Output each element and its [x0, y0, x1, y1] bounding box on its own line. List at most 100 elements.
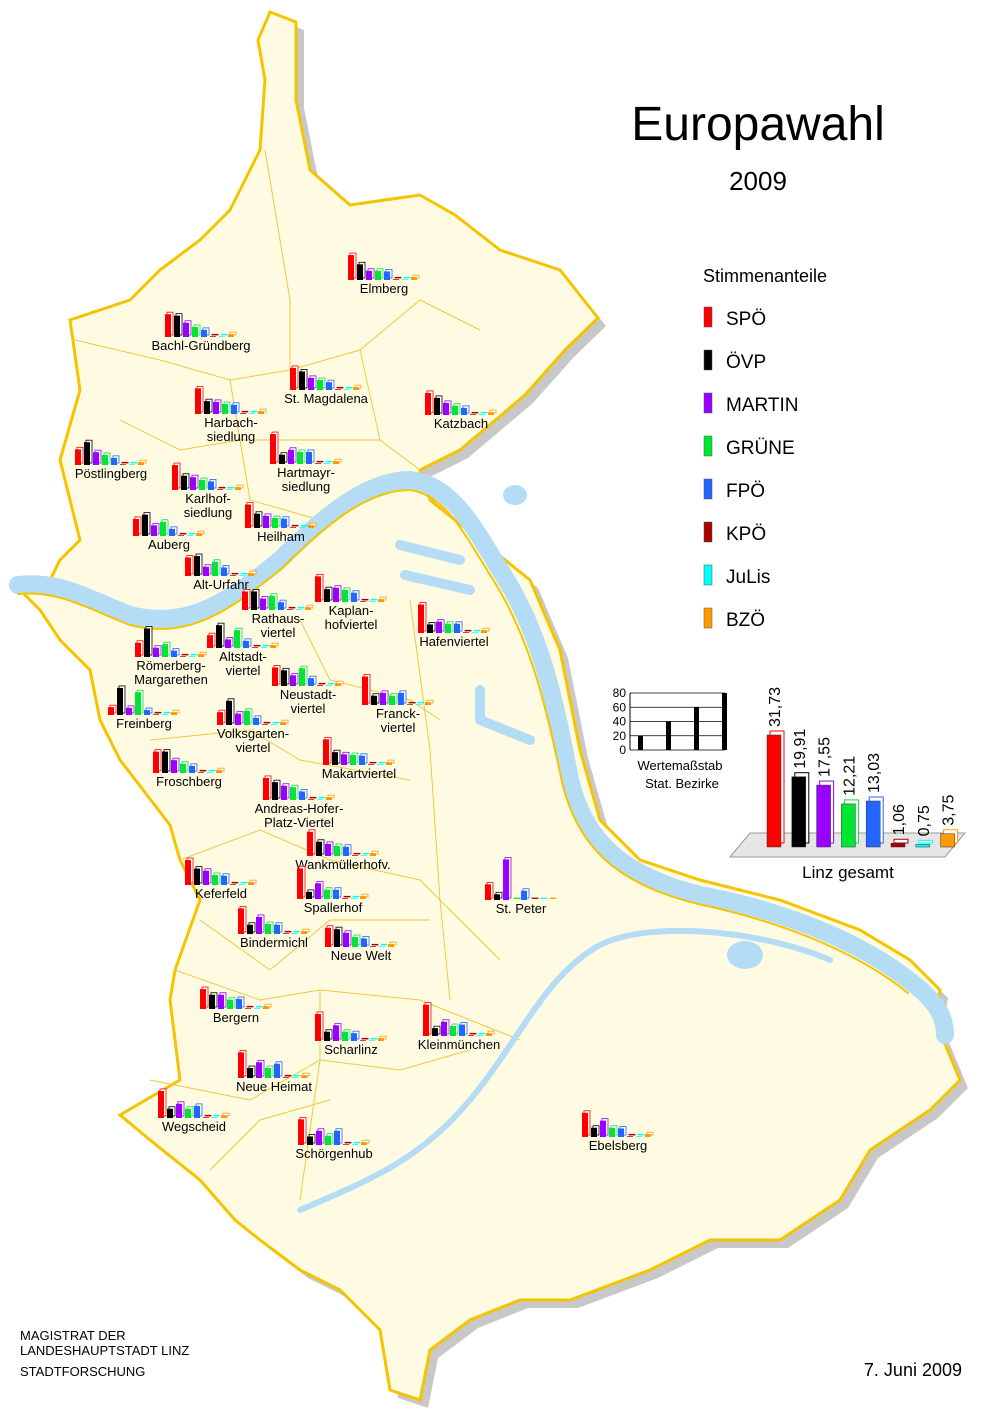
district-bar-shade [288, 606, 296, 609]
border [149, 729, 411, 781]
district-bar-shade [218, 486, 226, 489]
district-bar [192, 327, 198, 337]
district-bar [171, 760, 177, 773]
total-bar-shade [918, 839, 934, 844]
district-bar [301, 1075, 307, 1078]
district-bar [245, 504, 251, 528]
institution-line: LANDESHAUPTSTADT LINZ [20, 1343, 189, 1358]
district-bar [360, 1040, 366, 1041]
district-bar-shade [549, 897, 557, 899]
total-bar-shade [893, 838, 909, 844]
total-title: Linz gesamt [802, 863, 894, 882]
district-bar [306, 451, 312, 464]
district-bar [299, 791, 305, 800]
district-bar [450, 1026, 456, 1036]
district-bar [207, 772, 213, 773]
district-bar-shade [478, 1032, 486, 1035]
total-value-label: 19,91 [792, 729, 809, 769]
district-bar [208, 481, 214, 490]
district-label: Ebelsberg [589, 1138, 648, 1153]
legend-swatch [703, 435, 713, 457]
scale-label: Stat. Bezirke [645, 776, 719, 791]
district-bar [239, 884, 245, 885]
district-bar-shade [208, 769, 216, 772]
district-bar-shade [181, 653, 189, 656]
district-bar [618, 1128, 624, 1137]
district-bar [488, 412, 494, 415]
lake [503, 485, 527, 505]
district-bar [117, 687, 123, 715]
district-bar [280, 722, 286, 725]
district-bar [171, 650, 177, 657]
district-bar [375, 270, 381, 280]
district-bar [445, 623, 451, 633]
district-bar [326, 382, 332, 390]
district-bar-shade [469, 1032, 477, 1035]
district-bar [265, 1068, 271, 1078]
district-bar [254, 1008, 260, 1009]
district-bar [600, 1120, 606, 1137]
district-bar-shade [344, 1141, 352, 1144]
district-bar [297, 451, 303, 464]
district-bar [301, 931, 307, 934]
district-bar [217, 712, 223, 725]
district-bar [153, 714, 159, 715]
district-bar [307, 1136, 313, 1145]
district-bar [461, 407, 467, 415]
district-bar [454, 623, 460, 633]
total-bar [865, 800, 881, 848]
district-bar [287, 609, 293, 610]
district-bar [199, 480, 205, 490]
district-bar [256, 916, 262, 934]
district-bar [165, 314, 171, 337]
district-bar [203, 566, 209, 576]
district-bar [416, 704, 422, 705]
district-bar-shade [231, 572, 239, 575]
district-bar [144, 628, 150, 657]
district-bar-shade [378, 761, 386, 764]
district-bar [436, 621, 442, 633]
district-bar-shade [362, 852, 370, 855]
district-bar [235, 713, 241, 725]
district-bar [162, 714, 168, 715]
district-label: viertel [261, 625, 296, 640]
district-bar-shade [473, 629, 481, 632]
district-bar [326, 797, 332, 800]
district-bar-shade [179, 532, 187, 535]
district-bar [379, 946, 385, 947]
district-label: viertel [381, 720, 416, 735]
legend-label: GRÜNE [726, 438, 795, 459]
district-bar [386, 762, 392, 765]
district-bar [167, 1108, 173, 1118]
district-bar [235, 487, 241, 490]
district-bar [325, 843, 331, 856]
district-bar [361, 938, 367, 947]
district-bar [108, 707, 114, 715]
total-bar [940, 833, 955, 848]
legend-swatch [703, 478, 713, 500]
district-bar [187, 535, 193, 536]
district-bar [299, 668, 305, 686]
district-label: Hafenviertel [419, 634, 488, 649]
district-bar [279, 454, 285, 464]
district-bar [472, 632, 478, 633]
district-bar [283, 933, 289, 934]
district-bar [316, 841, 322, 856]
district-bar [258, 411, 264, 414]
district-label: Froschberg [156, 774, 222, 789]
district-bar-shade [204, 1114, 212, 1117]
district-bar-shade [343, 895, 351, 898]
district-bar [253, 717, 259, 725]
district-label: Freinberg [116, 716, 172, 731]
district-bar [411, 277, 417, 280]
district-bar-shade [240, 881, 248, 884]
district-bar [142, 514, 148, 536]
district-label: Bindermichl [240, 935, 308, 950]
district-bar [138, 462, 144, 465]
scale-bar [666, 721, 671, 750]
district-label: Kaplan- [329, 603, 374, 618]
district-bar [315, 463, 321, 464]
district-bar [153, 647, 159, 657]
district-bar-shade [130, 461, 138, 464]
district-bar-shade [394, 276, 402, 279]
